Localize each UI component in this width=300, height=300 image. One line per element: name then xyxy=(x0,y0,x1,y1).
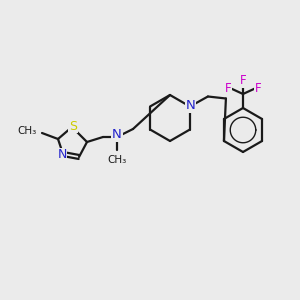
Text: F: F xyxy=(225,82,231,94)
Text: CH₃: CH₃ xyxy=(18,126,37,136)
Text: N: N xyxy=(57,148,67,161)
Text: S: S xyxy=(69,119,77,133)
Text: F: F xyxy=(255,82,261,94)
Text: F: F xyxy=(240,74,246,88)
Text: N: N xyxy=(112,128,122,142)
Text: CH₃: CH₃ xyxy=(107,155,127,165)
Text: N: N xyxy=(186,99,196,112)
